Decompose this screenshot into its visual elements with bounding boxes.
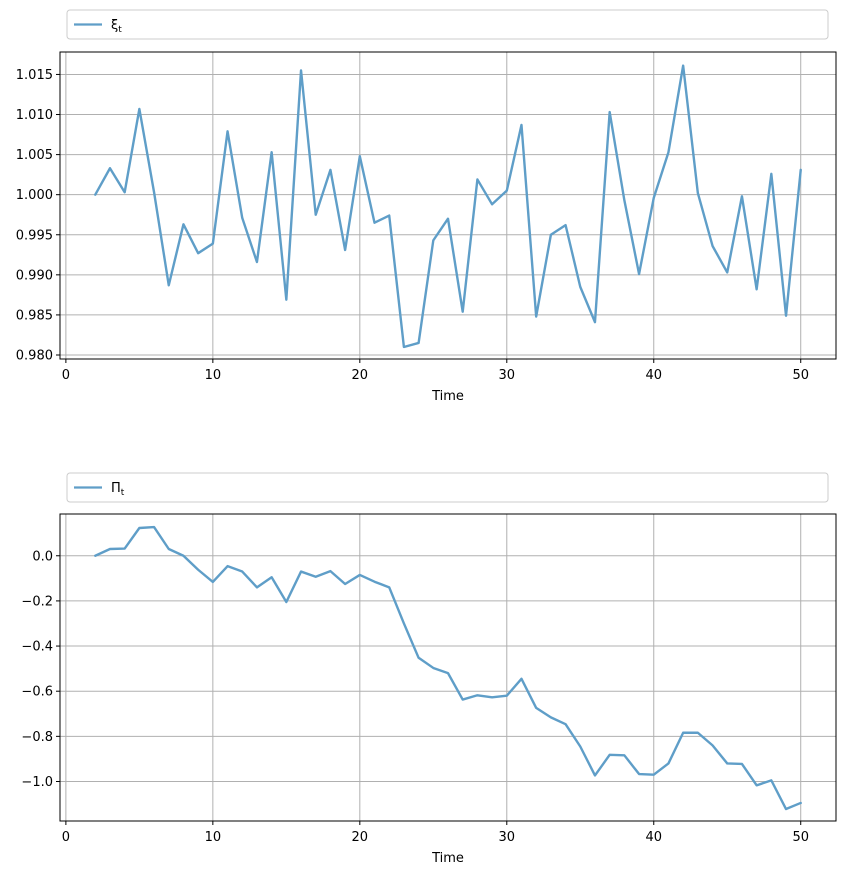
xi-y-tick-label: 1.000 [16,188,53,203]
xi-subplot: ξt 0 10 20 30 40 50 0.980 0.985 0.990 0.995 1.000… [16,9,837,404]
pi-x-tick-label: 0 [62,830,70,845]
xi-y-tick-label: 1.010 [16,108,53,123]
pi-subplot: Πt 0 10 20 30 40 50 −1.0 −0.8 −0.6 −0.4 −0.2 0.0 T… [21,472,837,866]
xi-x-tick-label: 30 [499,368,516,383]
xi-x-tick-label: 20 [352,368,369,383]
pi-y-tick-label: −0.6 [21,685,53,700]
pi-y-axis: −1.0 −0.8 −0.6 −0.4 −0.2 0.0 [21,549,60,790]
xi-grid [60,52,836,359]
xi-legend-label: ξt [111,18,122,35]
pi-x-axis-label: Time [431,851,464,866]
xi-x-tick-label: 40 [645,368,662,383]
xi-y-tick-label: 0.990 [16,268,53,283]
pi-y-tick-label: −0.2 [21,594,53,609]
xi-x-tick-label: 10 [205,368,222,383]
pi-x-tick-label: 10 [205,830,222,845]
pi-series-line [94,525,802,811]
pi-x-tick-label: 50 [792,830,809,845]
xi-y-axis: 0.980 0.985 0.990 0.995 1.000 1.005 1.010 1.015 [16,68,60,363]
pi-x-tick-label: 30 [499,830,516,845]
pi-y-tick-label: −0.8 [21,730,53,745]
xi-plot-frame [59,51,837,360]
xi-x-tick-label: 50 [792,368,809,383]
xi-y-tick-label: 0.980 [16,348,53,363]
pi-line-layer [94,525,802,811]
pi-plot-frame [59,513,837,822]
pi-x-axis: 0 10 20 30 40 50 [62,821,809,845]
pi-legend-label: Πt [111,481,125,498]
pi-x-tick-label: 40 [645,830,662,845]
xi-line-layer [94,64,802,349]
xi-legend [66,9,829,40]
pi-y-tick-label: −1.0 [21,775,53,790]
xi-y-tick-label: 1.015 [16,68,53,83]
pi-grid [60,514,836,821]
xi-y-tick-label: 0.995 [16,228,53,243]
xi-x-tick-label: 0 [62,368,70,383]
pi-y-tick-label: −0.4 [21,640,53,655]
xi-series-line [94,64,802,349]
pi-legend [66,472,829,503]
xi-y-tick-label: 1.005 [16,148,53,163]
xi-x-axis: 0 10 20 30 40 50 [62,359,809,383]
pi-y-tick-label: 0.0 [32,549,53,564]
xi-y-tick-label: 0.985 [16,308,53,323]
pi-x-tick-label: 20 [352,830,369,845]
xi-x-axis-label: Time [431,389,464,404]
